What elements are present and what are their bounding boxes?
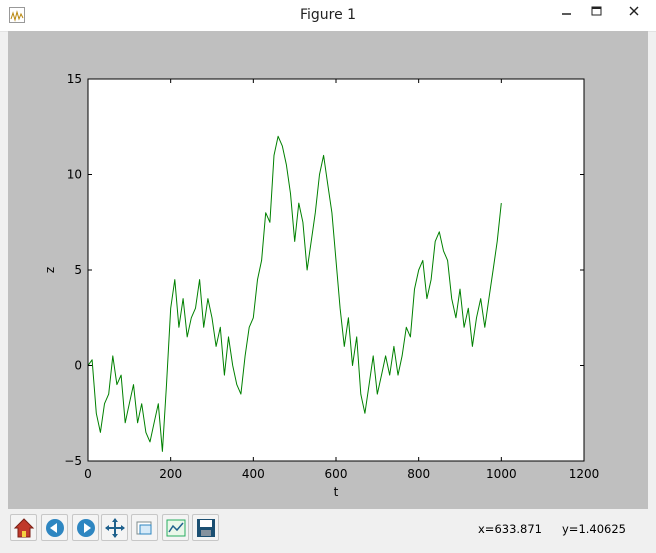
title-bar[interactable]: Figure 1: [0, 0, 656, 32]
y-tick-label: 15: [67, 72, 82, 86]
matplotlib-figure-icon: [9, 7, 25, 23]
x-axis-label: t: [334, 485, 339, 499]
y-axis-label: z: [43, 267, 57, 273]
navigation-toolbar: x=633.871 y=1.40625: [0, 510, 656, 553]
save-icon: [197, 519, 215, 537]
home-button[interactable]: [10, 514, 37, 541]
back-button[interactable]: [41, 514, 68, 541]
forward-arrow-icon: [77, 519, 95, 537]
back-arrow-icon: [46, 519, 64, 537]
zoom-button[interactable]: [131, 514, 158, 541]
close-button[interactable]: [612, 0, 656, 22]
figure-canvas[interactable]: 0 200 400 600 800 1000 1200 15 10 5 0 −5 t z: [8, 31, 648, 509]
series-line-0: [87, 135, 502, 452]
y-coordinate-readout: y=1.40625: [562, 522, 626, 536]
maximize-icon: [591, 6, 602, 16]
configure-subplots-button[interactable]: [162, 514, 189, 541]
x-coordinate-readout: x=633.871: [478, 522, 542, 536]
x-tick-label: 800: [407, 467, 430, 481]
y-tick-label: 5: [74, 263, 82, 277]
minimize-icon: [562, 13, 571, 15]
save-button[interactable]: [192, 514, 219, 541]
axes-background: [88, 79, 584, 461]
forward-button[interactable]: [72, 514, 99, 541]
x-tick-label: 1000: [486, 467, 517, 481]
y-tick-label: 0: [74, 359, 82, 373]
zoom-icon: [136, 521, 152, 535]
x-tick-label: 1200: [569, 467, 600, 481]
x-tick-label: 400: [242, 467, 265, 481]
series-layer: [87, 135, 502, 452]
maximize-button[interactable]: [582, 0, 612, 22]
pan-icon: [105, 518, 125, 538]
subplots-icon: [166, 519, 186, 537]
x-tick-label: 0: [84, 467, 92, 481]
pan-button[interactable]: [101, 514, 128, 541]
close-icon: [629, 6, 639, 16]
x-tick-label: 600: [325, 467, 348, 481]
y-tick-label: −5: [64, 454, 82, 468]
home-icon: [13, 518, 35, 538]
y-tick-label: 10: [67, 168, 82, 182]
window-title: Figure 1: [299, 7, 357, 23]
minimize-button[interactable]: [552, 0, 582, 22]
x-tick-label: 200: [159, 467, 182, 481]
